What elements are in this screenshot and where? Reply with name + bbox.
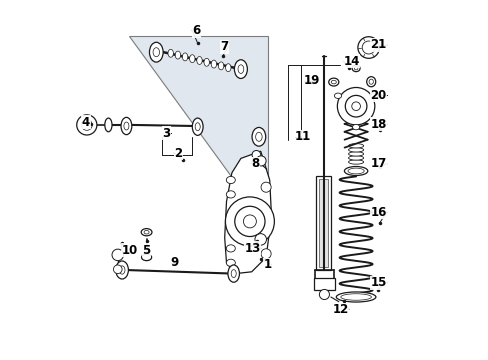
Ellipse shape <box>218 62 224 70</box>
Text: 19: 19 <box>303 75 320 87</box>
Ellipse shape <box>189 55 195 63</box>
Circle shape <box>234 206 264 237</box>
Ellipse shape <box>203 58 209 66</box>
Ellipse shape <box>226 176 235 184</box>
Ellipse shape <box>347 168 364 174</box>
Ellipse shape <box>182 53 187 61</box>
Circle shape <box>225 197 274 246</box>
Circle shape <box>251 150 260 159</box>
Ellipse shape <box>366 77 375 87</box>
Ellipse shape <box>144 230 149 234</box>
Text: 21: 21 <box>370 39 386 51</box>
Ellipse shape <box>370 93 377 98</box>
Text: 20: 20 <box>370 89 386 102</box>
Polygon shape <box>224 151 271 274</box>
Ellipse shape <box>330 80 336 84</box>
Circle shape <box>243 215 256 228</box>
Text: 18: 18 <box>369 118 386 131</box>
Text: 1: 1 <box>263 258 271 271</box>
Text: 16: 16 <box>369 206 386 219</box>
Ellipse shape <box>231 270 236 278</box>
Ellipse shape <box>192 118 203 135</box>
Text: 17: 17 <box>370 157 386 170</box>
Text: 14: 14 <box>343 55 359 68</box>
Ellipse shape <box>226 245 235 252</box>
Ellipse shape <box>334 93 341 98</box>
Circle shape <box>254 234 266 245</box>
Polygon shape <box>128 36 267 227</box>
Ellipse shape <box>251 127 265 146</box>
Bar <box>313 278 334 290</box>
Text: 3: 3 <box>162 127 170 140</box>
Text: 8: 8 <box>250 157 259 170</box>
Ellipse shape <box>149 42 163 62</box>
Ellipse shape <box>238 65 244 73</box>
Bar <box>318 179 328 267</box>
Text: 5: 5 <box>142 244 150 257</box>
Ellipse shape <box>116 261 128 279</box>
Text: 11: 11 <box>294 130 310 143</box>
Ellipse shape <box>196 57 202 64</box>
Ellipse shape <box>227 265 239 282</box>
Ellipse shape <box>340 294 371 300</box>
Text: 2: 2 <box>174 147 182 159</box>
Circle shape <box>357 37 379 58</box>
Circle shape <box>77 115 97 135</box>
Circle shape <box>81 120 92 130</box>
Ellipse shape <box>153 48 159 57</box>
Ellipse shape <box>168 49 173 57</box>
Ellipse shape <box>123 122 129 130</box>
Ellipse shape <box>119 266 125 274</box>
Ellipse shape <box>348 156 363 160</box>
Text: 10: 10 <box>121 244 137 257</box>
Ellipse shape <box>255 132 262 141</box>
Text: 7: 7 <box>220 40 228 53</box>
Ellipse shape <box>225 64 230 72</box>
Ellipse shape <box>195 123 200 131</box>
Ellipse shape <box>328 78 338 86</box>
Circle shape <box>112 249 123 261</box>
Ellipse shape <box>141 229 152 236</box>
Circle shape <box>261 182 270 192</box>
Text: 9: 9 <box>170 256 179 269</box>
Ellipse shape <box>348 148 363 152</box>
Circle shape <box>337 87 374 125</box>
Circle shape <box>319 289 329 300</box>
Ellipse shape <box>348 144 363 148</box>
Text: 13: 13 <box>244 242 260 255</box>
Ellipse shape <box>352 125 359 130</box>
Ellipse shape <box>354 67 357 70</box>
Ellipse shape <box>351 65 359 72</box>
Ellipse shape <box>336 292 375 302</box>
Text: 6: 6 <box>192 24 200 37</box>
Bar <box>316 176 330 270</box>
Text: 4: 4 <box>81 116 90 129</box>
Text: 15: 15 <box>369 276 386 289</box>
Ellipse shape <box>104 118 112 132</box>
Ellipse shape <box>348 152 363 156</box>
Ellipse shape <box>211 60 216 68</box>
Circle shape <box>345 95 366 117</box>
Ellipse shape <box>226 259 235 266</box>
Circle shape <box>362 41 374 54</box>
Ellipse shape <box>368 79 373 84</box>
Ellipse shape <box>226 191 235 198</box>
Ellipse shape <box>141 254 151 261</box>
Circle shape <box>351 102 360 111</box>
Circle shape <box>113 265 122 274</box>
Ellipse shape <box>175 51 180 59</box>
Text: 12: 12 <box>332 303 348 316</box>
Ellipse shape <box>234 60 247 78</box>
Circle shape <box>261 249 270 259</box>
Ellipse shape <box>121 117 132 135</box>
Circle shape <box>256 156 265 166</box>
Ellipse shape <box>344 166 367 175</box>
Ellipse shape <box>348 160 363 164</box>
